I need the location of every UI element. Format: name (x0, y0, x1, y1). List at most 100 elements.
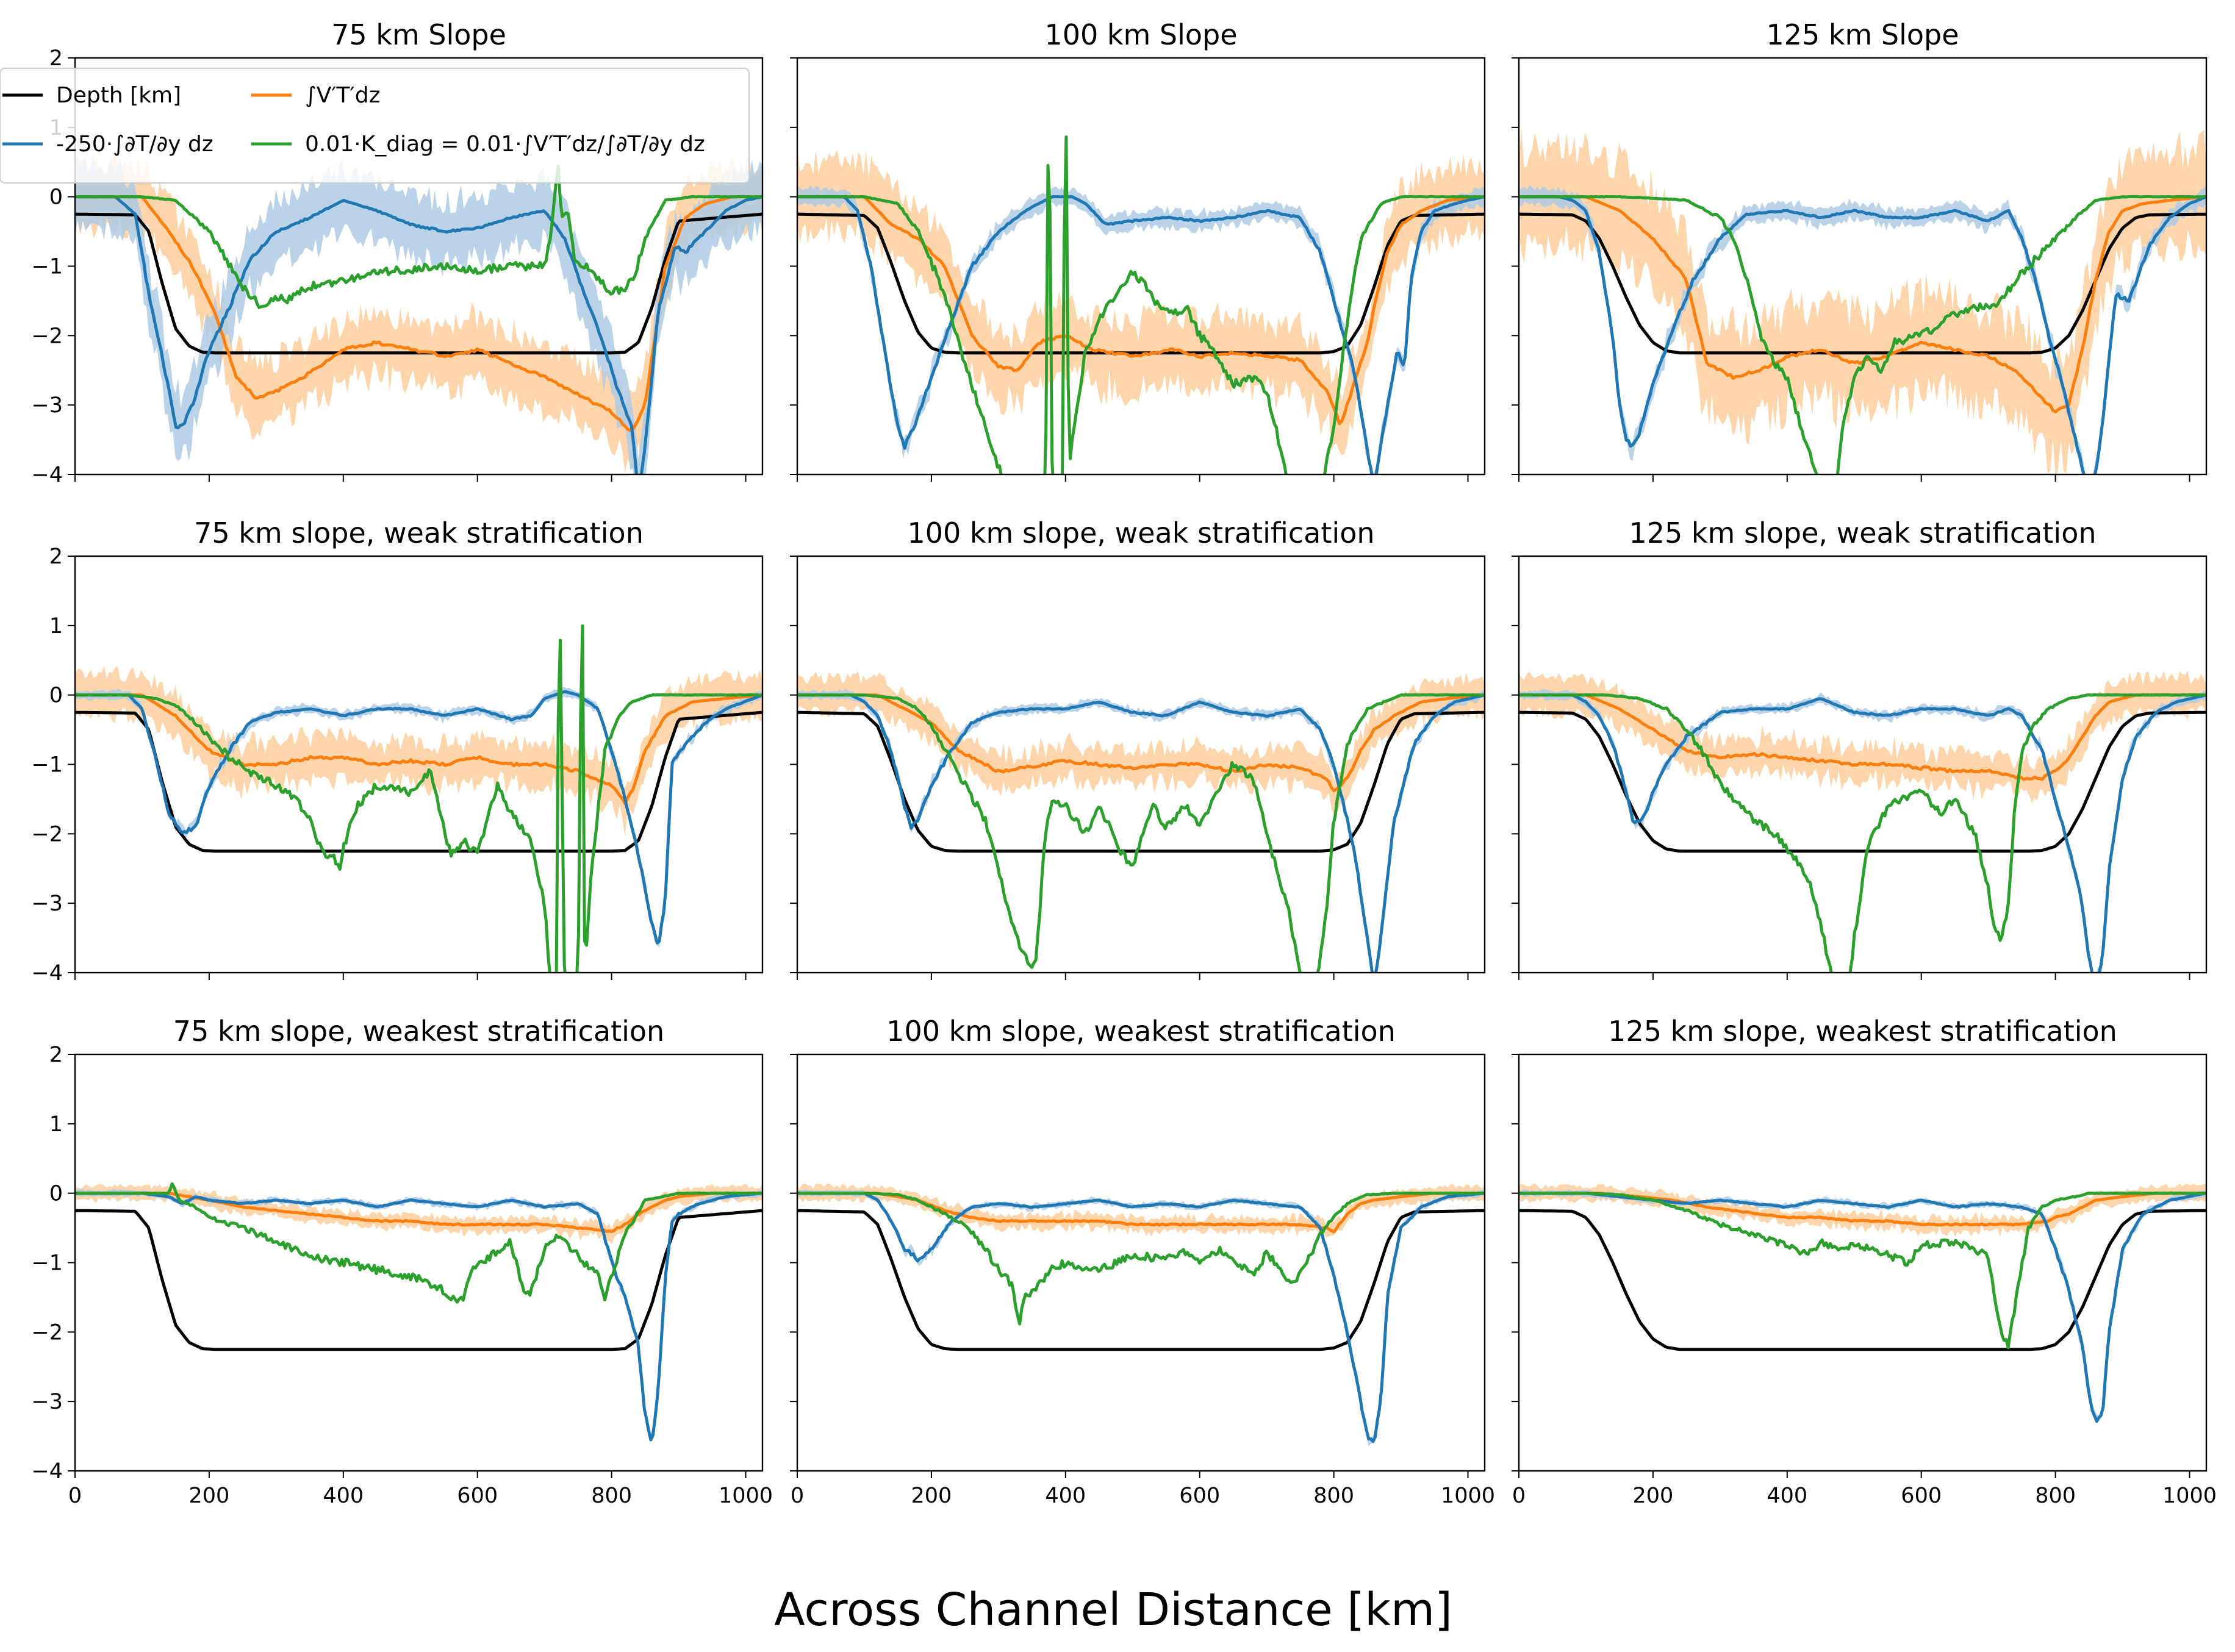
plot-area (797, 671, 1485, 973)
flux-uncertainty-band (75, 666, 762, 837)
x-tick-label: 200 (1632, 1484, 1673, 1508)
x-tick-label: 1000 (719, 1484, 773, 1508)
x-tick-label: 400 (1767, 1484, 1807, 1508)
flux-line (797, 195, 1485, 426)
y-tick-label: 2 (49, 1043, 63, 1067)
panel-3: 125 km Slope (1512, 18, 2208, 482)
depth-line (1519, 212, 2206, 355)
y-tick-label: 2 (49, 46, 63, 71)
gradient-uncertainty-band (797, 1189, 1485, 1446)
panel-title: 75 km slope, weak stratification (194, 517, 644, 549)
gradient-line (1519, 195, 2206, 474)
panel-title: 100 km Slope (1044, 18, 1237, 51)
kdiag-line (75, 624, 762, 973)
plot-area (75, 153, 762, 474)
kdiag-line (797, 693, 1485, 973)
y-tick-label: 0 (49, 684, 63, 708)
y-tick-label: 1 (49, 614, 63, 638)
plot-area (797, 135, 1485, 474)
gradient-line (797, 693, 1485, 973)
flux-uncertainty-band (797, 671, 1485, 815)
y-tick-label: −1 (31, 753, 63, 778)
depth-line (797, 1209, 1485, 1351)
y-tick-label: −4 (31, 463, 63, 487)
y-tick-label: 0 (49, 1182, 63, 1206)
depth-line (797, 710, 1485, 853)
panel-5: 100 km slope, weak stratification (790, 517, 1486, 980)
x-tick-label: 200 (911, 1484, 952, 1508)
flux-uncertainty-band (75, 153, 762, 474)
y-tick-label: 1 (49, 1112, 63, 1137)
x-tick-label: 400 (1045, 1484, 1086, 1508)
legend: Depth [km] -250·∫∂T/∂y dz ∫V′T′dz 0.01·K_di… (0, 68, 750, 184)
depth-line (1519, 1209, 2206, 1351)
panel-title: 125 km Slope (1766, 18, 1959, 51)
y-tick-label: −3 (31, 393, 63, 418)
gradient-line (75, 690, 762, 945)
panel-8: 100 km slope, weakest stratification 0 200… (790, 1015, 1495, 1508)
kdiag-line (75, 1182, 762, 1304)
plot-area (1519, 1183, 2206, 1423)
legend-label: -250·∫∂T/∂y dz (56, 132, 213, 157)
plot-area (75, 624, 762, 973)
gradient-line (1519, 693, 2206, 973)
legend-label: 0.01·K_diag = 0.01·∫V′T′dz/∫∂T/∂y dz (305, 132, 705, 157)
kdiag-line (797, 135, 1485, 474)
depth-line (1519, 710, 2206, 853)
kdiag-line (1519, 1191, 2206, 1350)
x-tick-label: 1000 (2162, 1484, 2217, 1508)
x-tick-label: 0 (1512, 1484, 1526, 1508)
x-tick-label: 600 (457, 1484, 498, 1508)
panels: 75 km Slope −4 −3 −2 −1 0 1 2 100 km Slope 125 km… (31, 18, 2217, 1508)
gradient-line (797, 195, 1485, 474)
kdiag-line (1519, 195, 2206, 474)
gradient-uncertainty-band (75, 154, 762, 474)
flux-uncertainty-band (797, 1183, 1485, 1237)
gradient-uncertainty-band (75, 1189, 762, 1439)
panel-title: 125 km slope, weak stratification (1629, 517, 2097, 549)
flux-line (75, 693, 762, 806)
kdiag-line (797, 1191, 1485, 1326)
flux-line (797, 693, 1485, 793)
panel-title: 75 km Slope (331, 18, 506, 51)
panel-7: 75 km slope, weakest stratification 0 200 4… (31, 1015, 773, 1508)
y-tick-label: −3 (31, 892, 63, 916)
y-tick-label: −4 (31, 1459, 63, 1484)
y-tick-label: −3 (31, 1390, 63, 1414)
axes-frame (74, 1053, 764, 1472)
panel-9: 125 km slope, weakest stratification 0 200… (1512, 1015, 2217, 1508)
plot-area (1519, 671, 2206, 973)
flux-uncertainty-band (797, 148, 1485, 456)
x-tick-label: 800 (2035, 1484, 2076, 1508)
flux-line (75, 1192, 762, 1234)
panel-title: 125 km slope, weakest stratification (1608, 1015, 2117, 1048)
depth-line (797, 212, 1485, 355)
y-tick-label: −4 (31, 961, 63, 985)
panel-4: 75 km slope, weak stratification −4 −3 −2 −1… (31, 517, 764, 985)
figure-xlabel: Across Channel Distance [km] (774, 1584, 1452, 1636)
kdiag-line (1519, 693, 2206, 973)
panel-6: 125 km slope, weak stratification (1512, 517, 2208, 980)
flux-line (1519, 693, 2206, 781)
flux-uncertainty-band (1519, 129, 2206, 474)
panel-title: 75 km slope, weakest stratification (173, 1015, 664, 1048)
y-tick-label: −2 (31, 1320, 63, 1345)
x-tick-label: 1000 (1441, 1484, 1495, 1508)
gradient-line (1519, 1192, 2206, 1423)
depth-line (75, 710, 762, 853)
x-tick-label: 600 (1901, 1484, 1942, 1508)
y-tick-label: 2 (49, 545, 63, 569)
x-tick-label: 800 (591, 1484, 632, 1508)
legend-box (0, 68, 750, 184)
legend-label: Depth [km] (56, 83, 181, 108)
x-tick-label: 0 (68, 1484, 82, 1508)
x-tick-label: 600 (1179, 1484, 1220, 1508)
x-tick-label: 200 (188, 1484, 229, 1508)
gradient-line (75, 195, 762, 474)
x-tick-label: 400 (323, 1484, 364, 1508)
panel-title: 100 km slope, weakest stratification (886, 1015, 1396, 1048)
depth-line (75, 1209, 762, 1351)
flux-uncertainty-band (1519, 671, 2206, 803)
y-tick-label: −1 (31, 1251, 63, 1276)
